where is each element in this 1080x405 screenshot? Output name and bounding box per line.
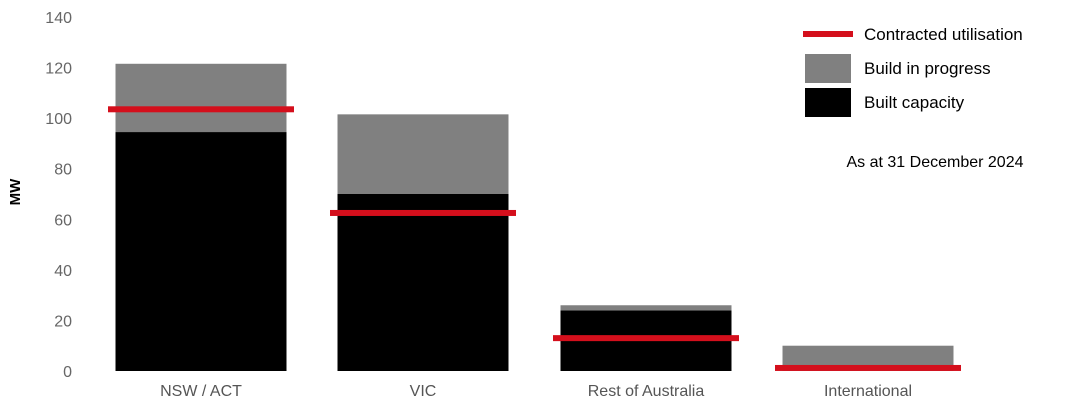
marker-contracted-utilisation-nsw-act [108,106,294,113]
y-tick-label: 100 [45,111,72,128]
bar-built-capacity-vic [337,194,509,371]
bar-build-in-progress-vic [337,114,509,194]
legend-swatch-built-capacity [805,88,851,117]
x-tick-label-rest-of-australia: Rest of Australia [588,383,705,400]
date-annotation: As at 31 December 2024 [847,154,1024,171]
x-axis-labels: NSW / ACT VIC Rest of Australia Internation… [160,383,912,400]
y-tick-label: 60 [54,212,72,229]
contracted-utilisation-markers [108,106,961,371]
marker-contracted-utilisation-rest-of-australia [553,335,739,342]
marker-contracted-utilisation-international [775,364,961,371]
y-tick-label: 140 [45,10,72,27]
bar-built-capacity-nsw-act [115,132,287,371]
y-tick-label: 40 [54,263,72,280]
legend-label-build-in-progress: Build in progress [864,59,991,78]
x-tick-label-vic: VIC [410,383,437,400]
y-tick-label: 20 [54,313,72,330]
legend-swatch-contracted-utilisation [803,31,853,37]
marker-contracted-utilisation-vic [330,209,516,216]
legend-swatch-build-in-progress [805,54,851,83]
x-tick-label-international: International [824,383,912,400]
legend-label-contracted-utilisation: Contracted utilisation [864,25,1023,44]
y-tick-label: 80 [54,162,72,179]
y-tick-label: 120 [45,61,72,78]
y-axis-ticks: 0 20 40 60 80 100 120 140 [45,10,72,381]
bar-build-in-progress-rest-of-australia [560,305,732,311]
x-tick-label-nsw-act: NSW / ACT [160,383,242,400]
y-axis-title: MW [7,178,24,205]
bar-build-in-progress-nsw-act [115,63,287,133]
y-tick-label: 0 [63,364,72,381]
legend: Contracted utilisation Build in progress B… [803,25,1023,117]
legend-label-built-capacity: Built capacity [864,93,965,112]
